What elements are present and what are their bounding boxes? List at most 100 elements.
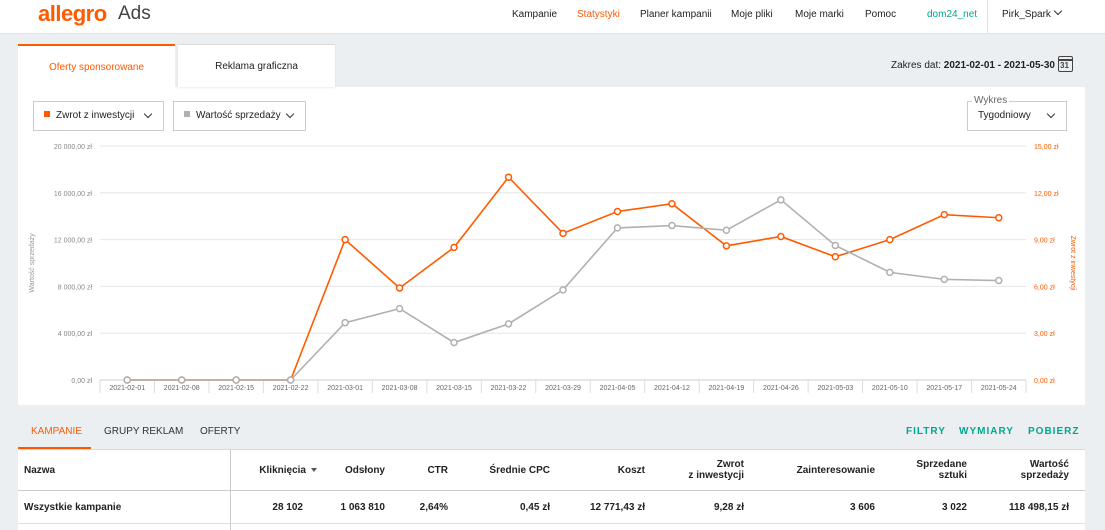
y-tick-left: 8 000,00 zł: [58, 284, 93, 291]
data-point-1: [395, 304, 404, 313]
ads-logo-text: Ads: [118, 3, 151, 24]
data-point-1: [777, 196, 785, 204]
col-header-clicks[interactable]: Kliknięcia: [231, 450, 317, 490]
data-point-0: [395, 284, 404, 292]
col-header-interest[interactable]: Zainteresowanie: [796, 464, 875, 476]
data-point-1: [559, 286, 567, 294]
tab-oferty[interactable]: OFERTY: [200, 426, 241, 437]
calendar-icon[interactable]: 31: [1058, 56, 1073, 72]
calendar-day: 31: [1060, 61, 1069, 70]
user-menu-name[interactable]: Pirk_Spark: [1002, 9, 1051, 20]
x-tick-label: 2021-03-01: [327, 385, 363, 392]
data-point-0: [613, 207, 622, 216]
col-header-roi[interactable]: Zwrot z inwestycji: [688, 459, 744, 481]
metric2-label: Wartość sprzedaży: [196, 110, 281, 121]
x-tick-label: 2021-05-24: [981, 385, 1017, 392]
data-point-1: [341, 318, 349, 327]
y-tick-right: 3,00 zł: [1034, 331, 1055, 338]
y-axis-title-left: Wartość sprzedaży: [29, 233, 36, 293]
allegro-logo[interactable]: allegro: [38, 1, 107, 26]
x-tick-label: 2021-04-26: [763, 385, 799, 392]
data-point-0: [559, 229, 567, 238]
filters-button[interactable]: FILTRY: [906, 426, 946, 437]
tab-grupy-reklam[interactable]: GRUPY REKLAM: [104, 426, 184, 437]
data-point-0: [940, 210, 949, 219]
metric1-select[interactable]: Zwrot z inwestycji: [33, 101, 164, 131]
date-range: Zakres dat: 2021-02-01 - 2021-05-30: [891, 60, 1055, 71]
chart-period-select[interactable]: Tygodniowy: [967, 101, 1067, 131]
sort-desc-icon[interactable]: [311, 468, 317, 472]
data-point-0: [831, 253, 840, 261]
nav-divider: [987, 0, 988, 33]
y-tick-right: 12,00 zł: [1034, 191, 1059, 198]
account-link[interactable]: dom24_net: [927, 9, 978, 20]
nav-planer-kampanii[interactable]: Planer kampanii: [640, 9, 712, 20]
x-tick-label: 2021-05-10: [872, 385, 908, 392]
data-point-1: [831, 241, 840, 250]
col-header-cost[interactable]: Koszt: [617, 464, 645, 476]
nav-kampanie[interactable]: Kampanie: [512, 9, 558, 20]
cell-sold-units: 3 022: [941, 501, 967, 513]
x-tick-label: 2021-02-22: [273, 385, 309, 392]
cell-sales-value: 118 498,15 zł: [1008, 501, 1069, 513]
x-tick-label: 2021-03-08: [382, 385, 418, 392]
col-header-name[interactable]: Nazwa: [24, 464, 56, 476]
y-tick-right: 15,00 zł: [1034, 144, 1059, 151]
nav-pomoc[interactable]: Pomoc: [865, 9, 897, 20]
report-tabs: Oferty sponsorowane Reklama graficzna Za…: [18, 44, 1085, 87]
download-button[interactable]: POBIERZ: [1028, 426, 1080, 437]
data-point-1: [886, 268, 894, 277]
tab-kampanie[interactable]: KAMPANIE: [31, 426, 82, 437]
cell-cost: 12 771,43 zł: [589, 501, 645, 513]
data-point-0: [886, 235, 894, 244]
data-point-1: [286, 376, 295, 384]
cell-ctr: 2,64%: [419, 501, 448, 513]
y-tick-right: 0,00 zł: [1034, 378, 1055, 385]
main-nav: Kampanie Statystyki Planer kampanii Moje…: [0, 6, 1105, 23]
dimensions-button[interactable]: WYMIARY: [959, 426, 1014, 437]
tab-graphic-ads[interactable]: Reklama graficzna: [178, 44, 335, 87]
nav-statystyki[interactable]: Statystyki: [577, 9, 620, 20]
y-tick-left: 20 000,00 zł: [54, 144, 93, 151]
col-header-impressions[interactable]: Odsłony: [344, 464, 385, 476]
col-header-sold-units[interactable]: Sprzedane sztuki: [916, 459, 967, 481]
data-point-0: [995, 214, 1003, 222]
data-point-1: [722, 226, 731, 234]
tab-sponsored-offers[interactable]: Oferty sponsorowane: [18, 44, 175, 87]
chart-period-value: Tygodniowy: [978, 110, 1031, 121]
y-tick-left: 0,00 zł: [71, 378, 92, 385]
y-tick-left: 16 000,00 zł: [54, 191, 93, 198]
metric2-select[interactable]: Wartość sprzedaży: [173, 101, 306, 131]
date-range-value: 2021-02-01 - 2021-05-30: [943, 60, 1055, 71]
y-tick-left: 12 000,00 zł: [54, 238, 93, 245]
data-point-1: [123, 376, 131, 384]
col-header-ctr[interactable]: CTR: [427, 464, 448, 476]
x-tick-label: 2021-02-15: [218, 385, 254, 392]
data-point-0: [504, 173, 513, 181]
x-tick-label: 2021-05-17: [926, 385, 962, 392]
campaign-table: Nazwa Kliknięcia Odsłony CTR Średnie CPC…: [18, 450, 1085, 530]
col-header-sales-value[interactable]: Wartość sprzedaży: [1020, 459, 1069, 481]
x-tick-label: 2021-05-03: [817, 385, 853, 392]
data-point-1: [177, 376, 186, 384]
y-axis-title-right: Zwrot z inwestycji: [1069, 236, 1076, 291]
cell-clicks: 28 102: [272, 501, 303, 513]
x-tick-label: 2021-03-15: [436, 385, 472, 392]
y-tick-right: 6,00 zł: [1034, 284, 1055, 291]
date-range-label: Zakres dat:: [890, 60, 942, 71]
data-point-1: [940, 275, 949, 284]
y-tick-left: 4 000,00 zł: [58, 331, 93, 338]
series-line-0: [127, 175, 999, 381]
data-point-0: [777, 232, 785, 241]
nav-moje-pliki[interactable]: Moje pliki: [731, 9, 773, 20]
x-tick-label: 2021-04-19: [709, 385, 745, 392]
cell-name: Wszystkie kampanie: [24, 501, 122, 513]
nav-moje-marki[interactable]: Moje marki: [795, 9, 844, 20]
table-tabs: KAMPANIE GRUPY REKLAM OFERTY FILTRY WYMI…: [18, 416, 1085, 450]
x-tick-label: 2021-03-29: [545, 385, 581, 392]
data-point-1: [450, 338, 458, 347]
x-tick-label: 2021-04-12: [654, 385, 690, 392]
col-header-avg-cpc[interactable]: Średnie CPC: [489, 464, 550, 476]
data-point-0: [341, 235, 349, 244]
data-point-0: [722, 242, 731, 250]
